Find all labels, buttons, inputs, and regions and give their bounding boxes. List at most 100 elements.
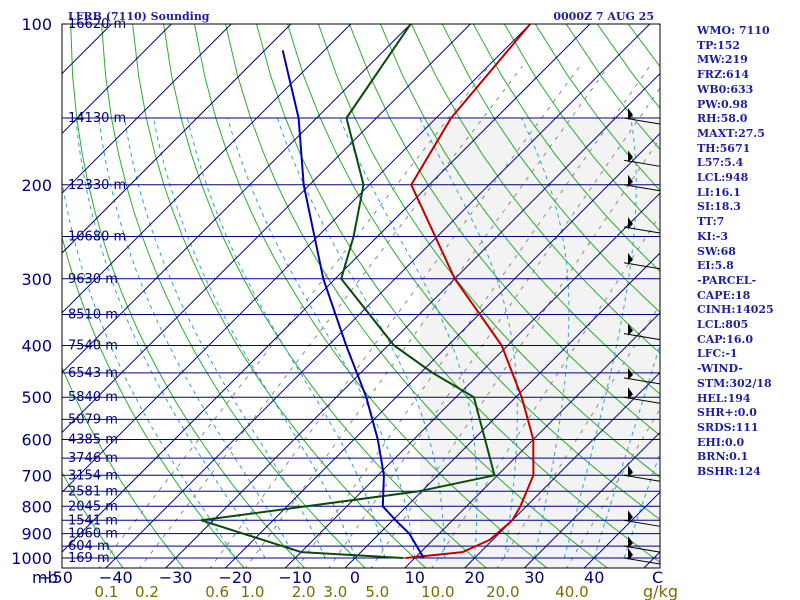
wind-barb-pennant	[628, 217, 633, 230]
sounding-indices-panel: WMO: 7110 TP:152 MW:219 FRZ:614 WB0:633 PW:0.…	[697, 24, 797, 480]
wind-barb-pennant	[628, 387, 633, 400]
wind-barb-pennant	[628, 510, 633, 523]
mixing-ratio-tick-label: 0.1	[94, 583, 118, 600]
sounding-index-item: EI:5.8	[697, 259, 734, 273]
mixing-ratio-tick-labels: 0.1 0.2 0.6 1.0 2.0 3.0 5.0 10.0 20.0 40.0	[94, 583, 588, 600]
wind-barb	[623, 367, 661, 385]
height-label: 5840 m	[68, 390, 118, 405]
height-label: 8510 m	[68, 308, 118, 323]
sounding-index-item: EHI:0.0	[697, 435, 745, 449]
dry-adiabat-line	[194, 24, 548, 568]
temperature-tick-label: −40	[99, 568, 133, 587]
sounding-index-item: SW:68	[697, 244, 736, 258]
temperature-tick-label: 30	[524, 568, 544, 587]
wind-barb-staff	[623, 333, 661, 341]
moist-adiabat-line	[227, 117, 416, 559]
pressure-tick-label: 1000	[11, 549, 52, 568]
temperature-tick-label: 10	[405, 568, 425, 587]
mixing-ratio-line	[296, 65, 651, 568]
sounding-index-item: KI:-3	[697, 229, 728, 243]
dry-adiabat-line	[348, 24, 660, 437]
moist-adiabat-line	[75, 117, 266, 559]
moist-adiabat-line	[62, 178, 236, 559]
height-label: 7540 m	[68, 339, 118, 354]
wind-barbs	[623, 108, 661, 565]
wind-barb-pennant	[628, 367, 633, 380]
chart-title: LFRB (7110) Sounding	[68, 10, 210, 23]
sounding-index-item: STM:302/18	[697, 376, 772, 390]
sounding-index-item: LCL:805	[697, 318, 749, 332]
pressure-tick-labels: 100 200 300 400 500 600 700 800 900 1000	[11, 15, 52, 568]
height-label: 169 m	[68, 551, 110, 566]
wind-barb	[623, 387, 661, 404]
height-label: 2045 m	[68, 499, 118, 514]
wind-barb-staff	[623, 377, 661, 385]
wind-barb-staff	[623, 184, 661, 192]
dry-adiabat-line	[62, 366, 185, 568]
height-label: 10680 m	[68, 229, 126, 244]
isotherm-line	[404, 312, 660, 568]
dry-adiabat-line	[62, 235, 245, 568]
height-label: 9630 m	[68, 272, 118, 287]
wind-barb	[623, 108, 661, 125]
height-label: 1541 m	[68, 513, 118, 528]
isotherm-line	[62, 24, 352, 314]
isotherm-line	[62, 24, 232, 194]
wind-barb	[623, 252, 661, 270]
dry-adiabat-line	[62, 471, 124, 568]
y-axis-unit-label: mb	[32, 568, 58, 587]
wind-barb-staff	[623, 262, 661, 270]
height-label: 5079 m	[68, 412, 118, 427]
isotherm-line	[62, 24, 173, 135]
profile-line-0	[405, 24, 535, 559]
dry-adiabat-line	[472, 24, 660, 273]
pressure-tick-label: 400	[21, 337, 52, 356]
isotherm-line	[523, 431, 660, 568]
wind-barb	[623, 465, 661, 482]
wind-barb-pennant	[628, 252, 633, 265]
wind-barb-staff	[623, 396, 661, 404]
mixing-ratio-unit-label: g/kg	[643, 582, 678, 600]
wind-barb-staff	[623, 226, 661, 234]
pressure-tick-label: 700	[21, 466, 52, 485]
temperature-tick-label: −10	[278, 568, 312, 587]
mixing-ratio-tick-label: 1.0	[241, 583, 265, 600]
isotherm-line	[463, 371, 660, 568]
sounding-index-item: SRDS:111	[697, 420, 759, 434]
dry-adiabat-line	[70, 24, 306, 568]
wind-barb	[623, 174, 661, 192]
wind-barb-pennant	[628, 150, 633, 163]
mixing-ratio-tick-label: 20.0	[486, 583, 519, 600]
moist-adiabat-line	[186, 117, 386, 559]
sounding-index-item: TH:5671	[697, 141, 751, 155]
moist-adiabat-line	[520, 117, 570, 559]
dry-adiabat-line	[410, 24, 660, 354]
isotherm-line	[62, 24, 472, 434]
isobar-lines	[62, 24, 660, 559]
isotherm-line	[62, 24, 531, 493]
pressure-tick-label: 800	[21, 497, 52, 516]
isotherm-lines	[62, 24, 660, 568]
sounding-index-item: TP:152	[697, 38, 741, 52]
isotherm-line	[284, 192, 660, 568]
sounding-index-item: FRZ:614	[697, 68, 750, 82]
mixing-ratio-line	[98, 65, 490, 568]
mixing-ratio-tick-label: 10.0	[421, 583, 454, 600]
isotherm-line	[62, 24, 412, 374]
wind-barb-staff	[623, 159, 661, 167]
pressure-tick-label: 100	[21, 15, 52, 34]
wind-barb-pennant	[628, 465, 633, 478]
isotherm-line	[105, 24, 651, 568]
pressure-tick-label: 200	[21, 176, 52, 195]
temperature-tick-label: 40	[584, 568, 604, 587]
wind-barb	[623, 536, 661, 553]
profile-line-1	[200, 24, 496, 559]
mixing-ratio-tick-label: 3.0	[323, 583, 347, 600]
wind-barb	[623, 150, 661, 167]
moist-adiabat-line	[123, 117, 326, 559]
height-label: 3154 m	[68, 468, 118, 483]
sounding-index-item: WMO: 7110	[697, 24, 770, 37]
pressure-tick-label: 300	[21, 270, 52, 289]
height-label: 4385 m	[68, 433, 118, 448]
